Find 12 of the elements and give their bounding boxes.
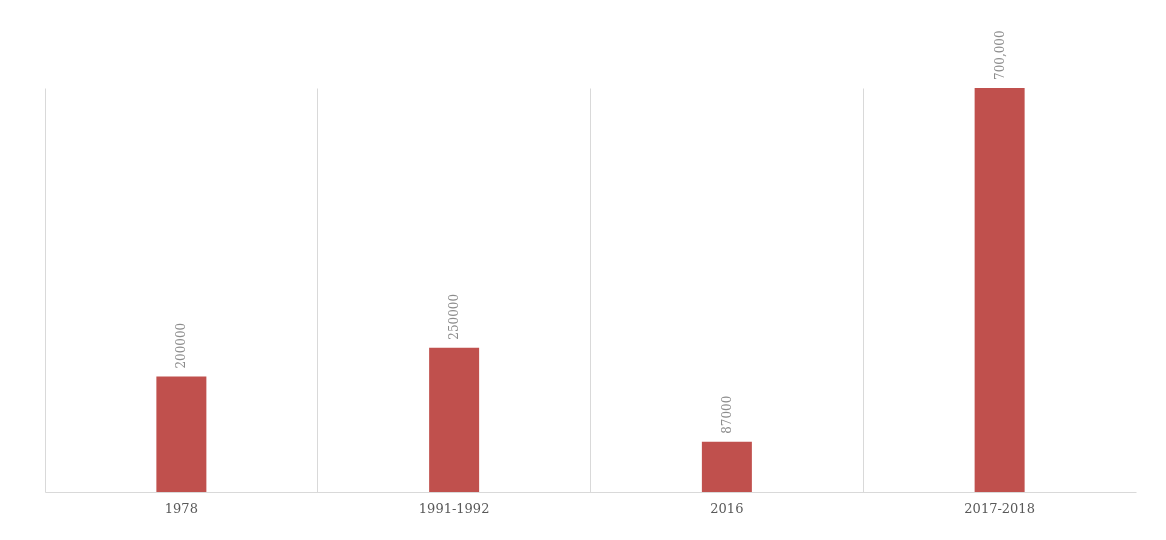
data-label: 87000 <box>719 395 734 434</box>
x-tick-label: 2016 <box>710 500 744 516</box>
x-tick-label: 1978 <box>164 500 198 516</box>
x-tick-label: 1991-1992 <box>418 500 490 516</box>
bar <box>156 376 207 492</box>
data-label: 250000 <box>447 293 462 340</box>
data-label: 700,000 <box>992 30 1007 80</box>
bar <box>974 88 1025 492</box>
bar <box>429 347 480 492</box>
x-tick-label: 2017-2018 <box>964 500 1035 516</box>
bar <box>701 441 752 492</box>
data-label: 200000 <box>174 322 189 369</box>
